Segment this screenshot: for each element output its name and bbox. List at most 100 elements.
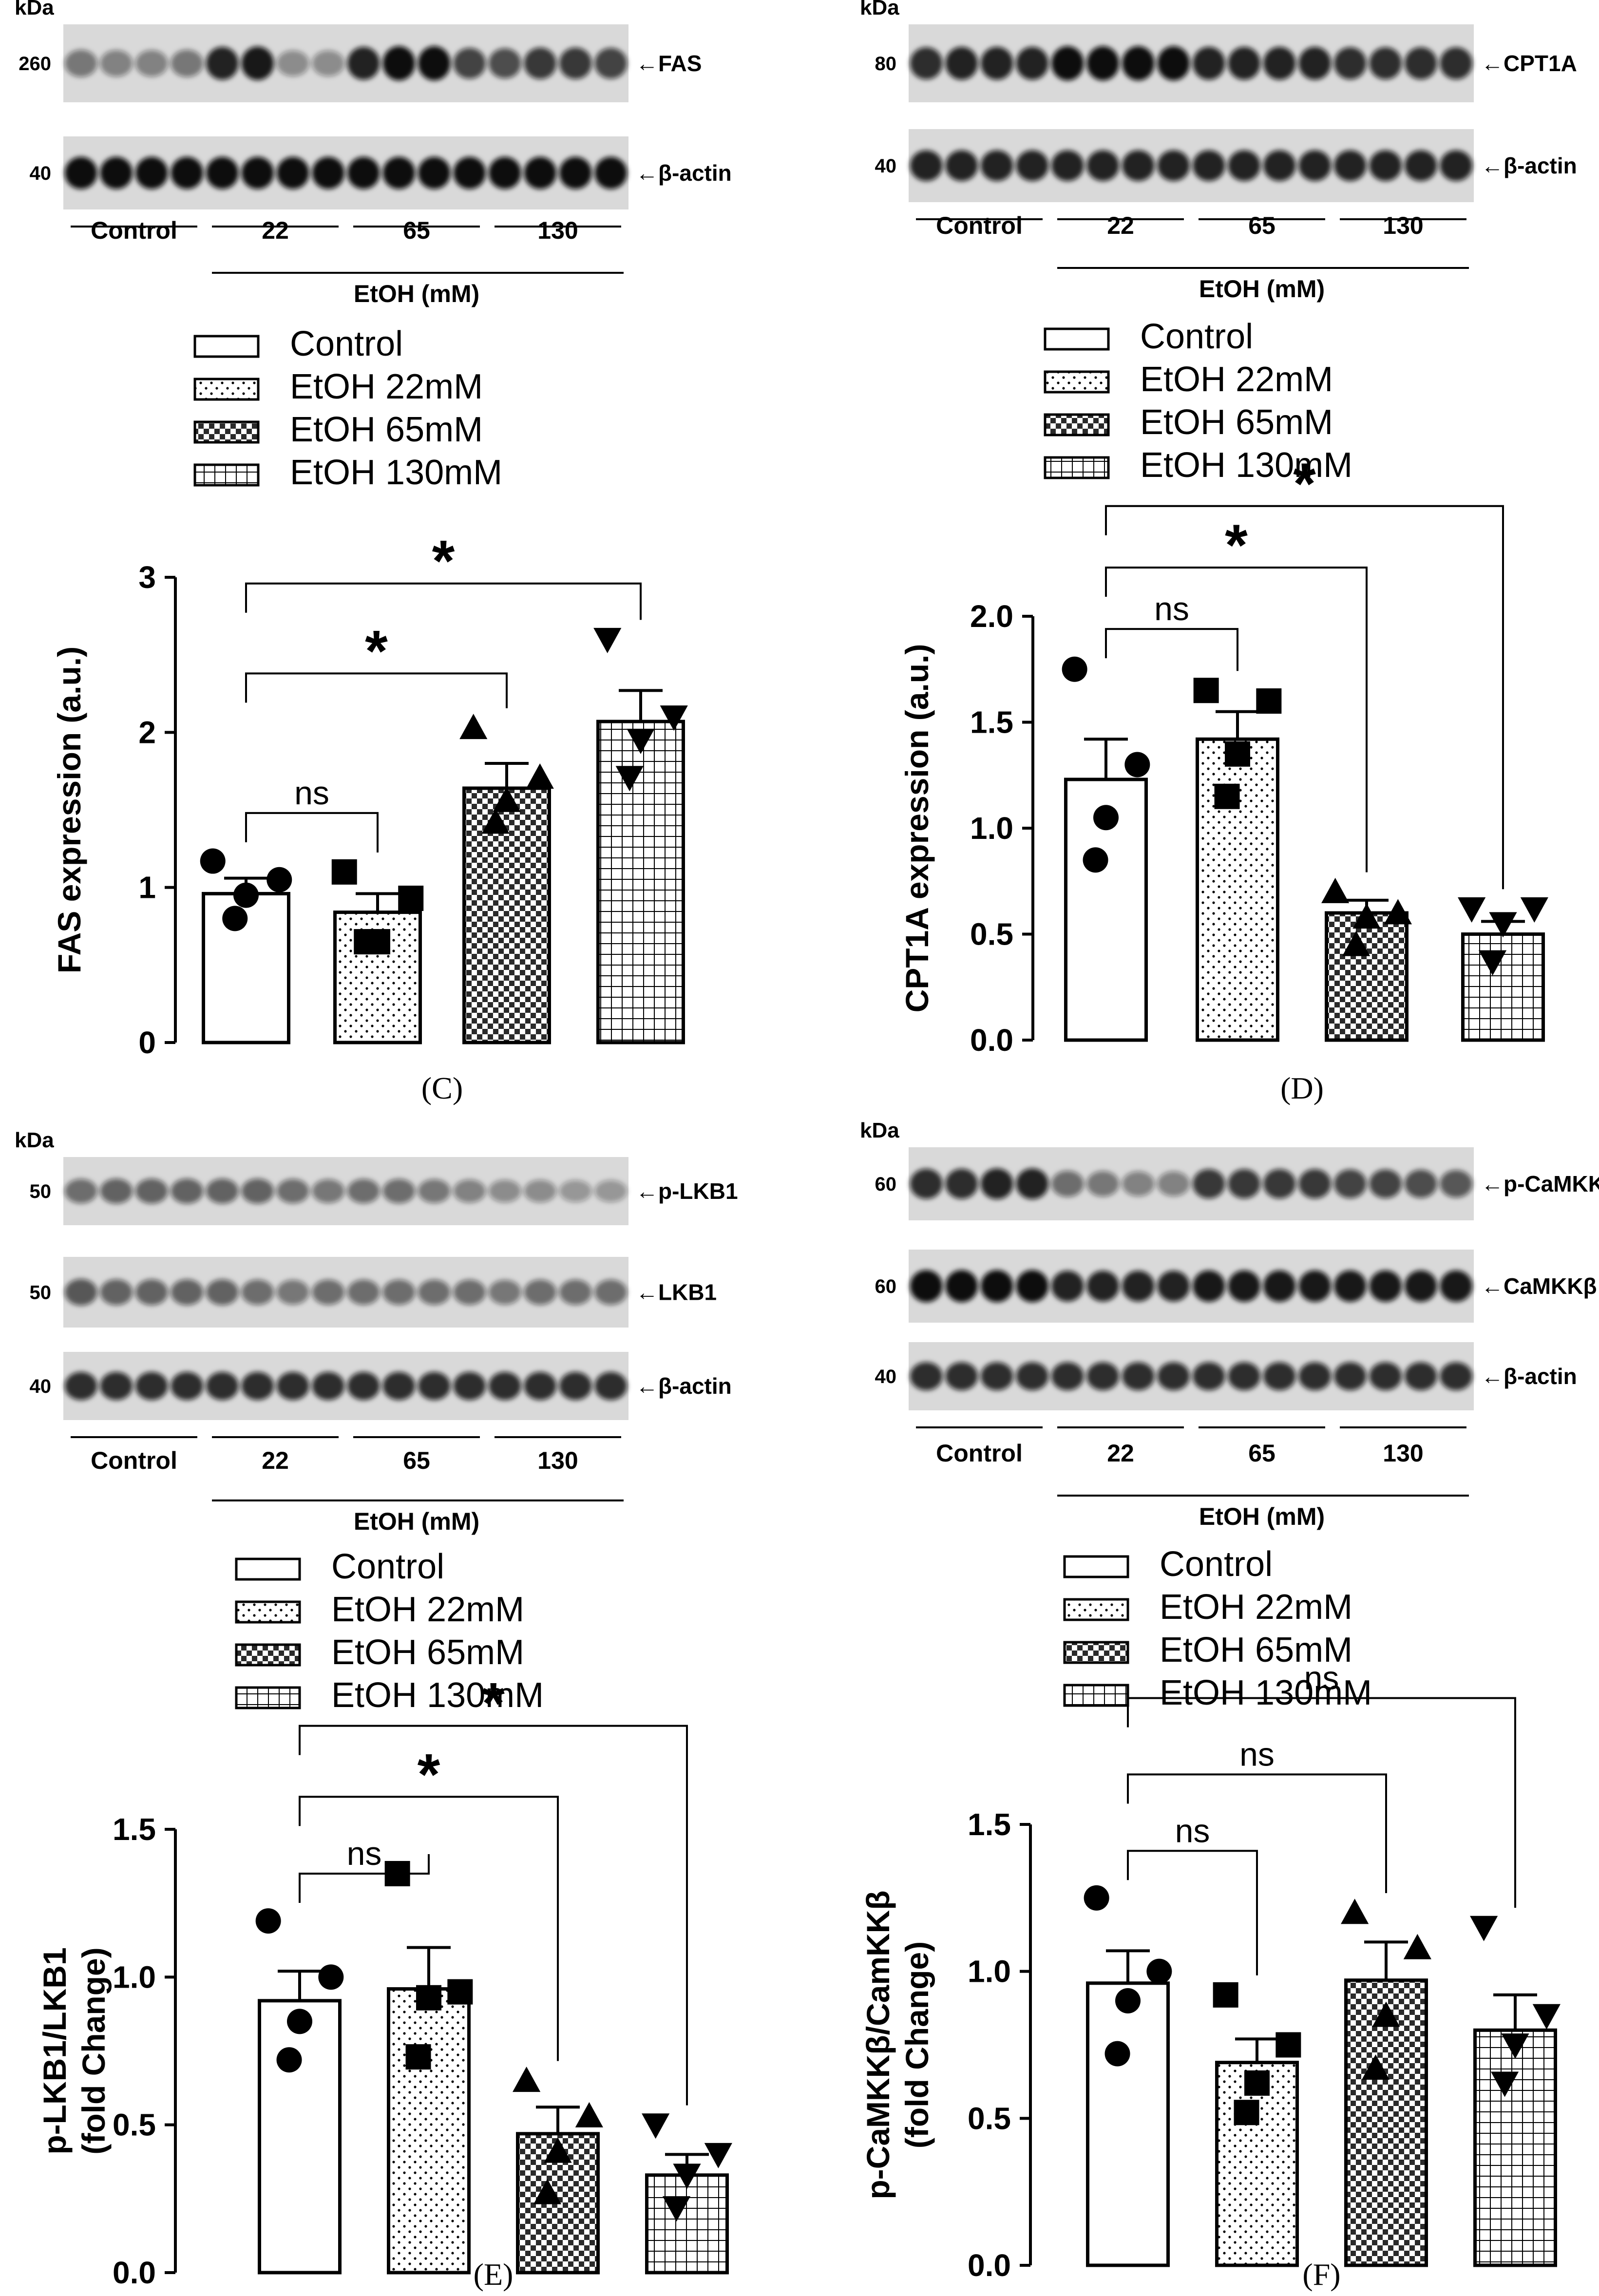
blot-band — [1122, 1171, 1155, 1196]
blot-band — [100, 1178, 133, 1204]
bar — [1064, 778, 1148, 1042]
y-tick-label: 0 — [138, 1025, 156, 1060]
y-tick-label: 1.5 — [970, 705, 1013, 740]
group-label: 22 — [1107, 212, 1134, 239]
data-point — [593, 627, 622, 653]
y-tick-label: 1.0 — [113, 1959, 156, 1994]
significance-label: ns — [1175, 1812, 1210, 1849]
data-point — [1384, 899, 1412, 925]
legend-label: EtOH 130mM — [331, 1676, 544, 1715]
blot-band — [1228, 150, 1261, 181]
legend-swatch — [193, 420, 260, 444]
bar — [1215, 2061, 1299, 2267]
blot-band — [1298, 150, 1332, 181]
protein-label: ←p-LKB1 — [636, 1178, 738, 1204]
group-label: 65 — [1248, 212, 1275, 239]
y-tick-label: 2.0 — [970, 599, 1013, 634]
kda-marker: 60 — [875, 1276, 897, 1297]
blot-band — [312, 1279, 345, 1305]
data-point — [1115, 1988, 1141, 2013]
blot-band — [276, 157, 309, 189]
legend-label: EtOH 65mM — [1140, 403, 1333, 442]
legend-swatch — [1063, 1684, 1129, 1707]
data-point — [1213, 1982, 1238, 2008]
blot-band — [980, 1362, 1013, 1390]
data-point — [1256, 688, 1282, 714]
legend-swatch — [235, 1643, 301, 1667]
blot-band — [594, 1279, 628, 1305]
blot-lkb1: kDa 50 ←p-LKB1 50 ←LKB1 40 ←β-actin Control 22 65… — [15, 1128, 738, 1535]
blot-band — [594, 157, 628, 189]
blot-band — [1333, 47, 1367, 80]
treatment-label: EtOH (mM) — [1199, 1503, 1325, 1530]
blot-band — [1298, 47, 1332, 80]
data-point — [662, 2196, 691, 2222]
blot-band — [64, 1279, 97, 1306]
data-point — [416, 1985, 441, 2011]
legend-label: EtOH 65mM — [290, 410, 483, 449]
data-point — [1342, 930, 1371, 956]
blot-band — [1369, 1270, 1402, 1302]
blot-band — [1404, 47, 1437, 80]
kda-marker: 80 — [875, 53, 897, 75]
blot-band — [171, 1279, 204, 1306]
blot-band — [1263, 1270, 1296, 1302]
blot-band — [276, 1280, 309, 1305]
y-tick-label: 0.5 — [968, 2101, 1011, 2136]
blot-band — [1263, 1362, 1296, 1390]
group-label: 65 — [403, 1447, 430, 1474]
legend: Control EtOH 22mM EtOH 65mM EtOH 130mM — [193, 324, 502, 492]
data-point — [1062, 656, 1087, 682]
blot-band — [910, 1169, 943, 1199]
kda-label: kDa — [860, 0, 899, 19]
bar — [1473, 2028, 1557, 2267]
blot-band — [1016, 1270, 1049, 1302]
blot-band — [1192, 1270, 1225, 1302]
legend-swatch — [1044, 327, 1110, 351]
data-point — [1084, 1885, 1109, 1911]
data-point — [1214, 783, 1240, 809]
bar — [1086, 1981, 1170, 2267]
data-point — [1470, 1916, 1498, 1941]
data-point — [1321, 877, 1350, 903]
blot-band — [453, 1372, 486, 1400]
blot-band — [100, 157, 133, 189]
blot-band — [64, 1178, 97, 1204]
bar — [1344, 1978, 1428, 2267]
blot-band — [1369, 150, 1402, 181]
blot-band — [100, 1279, 133, 1306]
data-point — [1341, 1898, 1369, 1924]
y-tick-label: 2 — [138, 715, 156, 750]
bar — [258, 1999, 342, 2275]
data-point — [1532, 2004, 1561, 2030]
blot-band — [382, 157, 416, 189]
data-point — [526, 763, 554, 789]
blot-band — [980, 47, 1013, 80]
data-point — [459, 714, 488, 740]
blot-band — [488, 1179, 521, 1203]
kda-marker: 50 — [30, 1181, 52, 1202]
blot-band — [64, 157, 97, 189]
blot-band — [524, 1179, 557, 1203]
kda-marker: 40 — [30, 1376, 52, 1397]
blot-band — [418, 157, 451, 189]
data-point — [1124, 752, 1150, 778]
blot-band — [1122, 1271, 1155, 1302]
blot-band — [1192, 150, 1225, 181]
blot-band — [206, 1372, 239, 1400]
blot-band — [453, 48, 486, 79]
treatment-label: EtOH (mM) — [354, 280, 479, 307]
blot-band — [559, 1372, 592, 1400]
legend-label: EtOH 130mM — [290, 453, 502, 492]
kda-marker: 50 — [30, 1282, 52, 1304]
blot-band — [276, 1372, 309, 1400]
blot-band — [1192, 47, 1225, 80]
group-label: Control — [936, 212, 1023, 239]
legend-swatch — [193, 463, 260, 487]
significance-label: * — [365, 618, 388, 683]
blot-band — [1016, 47, 1049, 80]
blot-band — [171, 1372, 204, 1400]
data-point — [276, 2047, 302, 2073]
blot-band — [64, 50, 97, 77]
